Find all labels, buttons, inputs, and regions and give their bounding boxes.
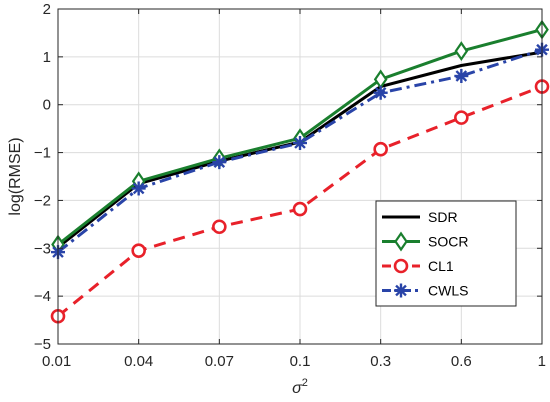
asterisk-stroke xyxy=(294,137,306,149)
legend: SDR SOCR CL1 CWLS xyxy=(375,200,517,307)
data-point xyxy=(454,41,469,62)
data-point xyxy=(131,243,146,258)
asterisk-stroke xyxy=(374,86,387,99)
data-point xyxy=(373,85,388,100)
legend-item-cwls: CWLS xyxy=(382,283,468,299)
legend-item-sdr: SDR xyxy=(382,209,458,225)
y-tick-label: −4 xyxy=(34,288,51,305)
asterisk-stroke xyxy=(132,182,145,195)
y-tick-label: −2 xyxy=(34,192,51,209)
legend-marker xyxy=(394,283,408,298)
x-tick-label: 0.3 xyxy=(370,353,391,370)
x-axis-label: σ2 xyxy=(292,377,308,397)
legend-label: CWLS xyxy=(428,283,468,299)
data-point xyxy=(373,141,388,157)
data-point xyxy=(454,69,469,83)
x-tick-label: 0.04 xyxy=(124,353,153,370)
x-tick-labels: 0.01 0.04 0.07 0.1 0.3 0.6 1 xyxy=(42,353,546,370)
y-tick-label: 0 xyxy=(43,97,51,114)
x-tick-label: 0.07 xyxy=(205,353,234,370)
data-point xyxy=(292,201,308,217)
asterisk-stroke xyxy=(213,156,226,168)
x-tick-label: 0.01 xyxy=(42,353,71,370)
x-axis-label-superscript: 2 xyxy=(302,377,308,389)
asterisk-stroke xyxy=(455,70,468,82)
data-point xyxy=(293,136,307,150)
legend-label: SDR xyxy=(428,209,458,225)
legend-item-cl1: CL1 xyxy=(382,258,454,274)
data-point xyxy=(212,155,227,170)
asterisk-stroke xyxy=(395,284,407,297)
y-tick-label: −5 xyxy=(34,336,51,353)
x-axis-label-base: σ xyxy=(292,380,303,397)
data-point xyxy=(454,110,469,125)
series-cl1 xyxy=(50,79,550,324)
legend-marker xyxy=(393,258,409,274)
legend-item-socr: SOCR xyxy=(382,231,468,252)
y-tick-label: −1 xyxy=(34,145,51,162)
y-tick-label: 1 xyxy=(43,49,51,66)
data-point xyxy=(131,181,146,196)
y-axis-label: log(RMSE) xyxy=(7,137,24,215)
data-point xyxy=(212,219,227,235)
x-tick-label: 0.1 xyxy=(290,353,311,370)
legend-label: SOCR xyxy=(428,234,468,250)
x-tick-label: 1 xyxy=(538,353,546,370)
x-tick-label: 0.6 xyxy=(451,353,472,370)
y-tick-label: −3 xyxy=(34,240,51,257)
y-tick-labels: −5 −4 −3 −2 −1 0 1 2 xyxy=(34,1,51,353)
legend-label: CL1 xyxy=(428,258,454,274)
ticks xyxy=(57,8,543,345)
y-tick-label: 2 xyxy=(43,1,51,18)
legend-marker xyxy=(394,231,408,252)
